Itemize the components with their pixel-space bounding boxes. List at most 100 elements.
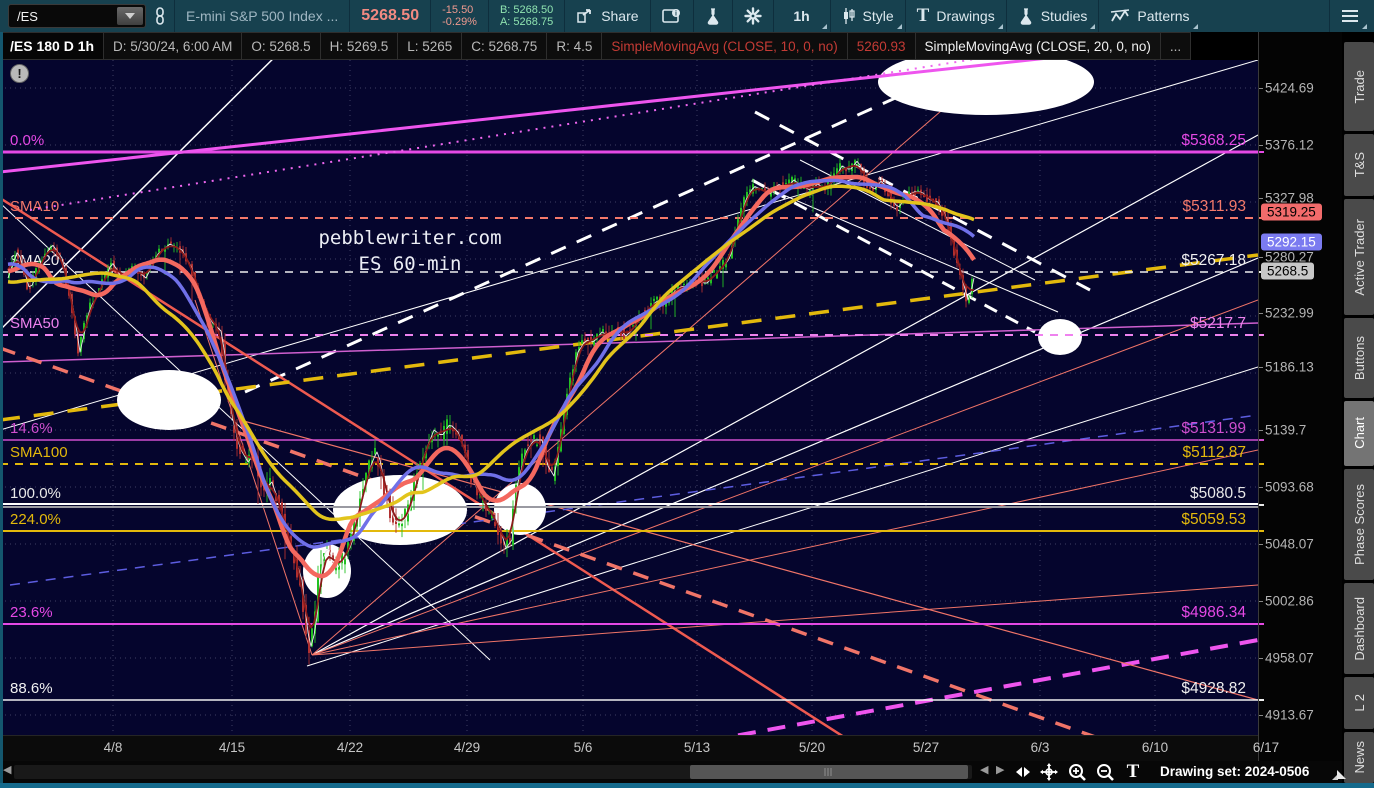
x-tick-label: 4/8 <box>103 740 123 755</box>
link-button[interactable] <box>146 0 174 32</box>
studies-button[interactable]: Studies <box>1005 0 1099 32</box>
y-tick-mark <box>1259 88 1263 89</box>
sidebar-tab-label: Chart <box>1351 417 1367 450</box>
y-tick-label: 5093.68 <box>1265 479 1314 495</box>
chart-scrollbar[interactable] <box>14 765 972 779</box>
settings-button[interactable] <box>731 0 773 32</box>
y-tick-label: 5002.86 <box>1265 593 1314 609</box>
scrollbar-thumb[interactable] <box>690 765 968 779</box>
news-panel-button[interactable]: i <box>649 0 693 32</box>
zoom-out-button[interactable] <box>1094 762 1116 782</box>
highlight-ellipse-drawing[interactable] <box>494 483 546 535</box>
highlight-ellipse-drawing[interactable] <box>333 475 467 545</box>
sidebar-tab-dashboard[interactable]: Dashboard <box>1344 582 1374 674</box>
share-button[interactable]: Share <box>564 0 649 32</box>
trendline-drawing[interactable] <box>311 299 1258 656</box>
trendline-drawing[interactable] <box>244 32 1090 394</box>
level-label-left: 14.6% <box>10 420 53 437</box>
price-badge: 5319.25 <box>1261 203 1322 221</box>
dropdown-corner-icon <box>997 24 1003 29</box>
text-tool-button[interactable]: T <box>1126 761 1140 782</box>
sma20-study-chip[interactable]: SimpleMovingAvg (CLOSE, 20, 0, no) <box>915 32 1161 60</box>
trendline-drawing[interactable] <box>754 110 1091 292</box>
level-label-left: SMA100 <box>10 444 68 461</box>
price-change: -15.50 -0.29% <box>430 0 488 32</box>
more-studies-chip[interactable]: ... <box>1160 32 1192 60</box>
trendline-drawing[interactable] <box>311 449 1258 656</box>
pan-button[interactable] <box>1038 762 1060 782</box>
trendline-drawing[interactable] <box>759 184 1059 313</box>
zoom-out-icon <box>1096 763 1114 781</box>
chart-menu-button[interactable] <box>1329 0 1370 32</box>
patterns-icon <box>1111 9 1130 22</box>
ohlc-field: C: 5268.75 <box>462 32 548 60</box>
bid-value: B: 5268.50 <box>499 4 554 16</box>
trendline-drawing[interactable] <box>751 178 1036 334</box>
sidebar-tab-phase-scores[interactable]: Phase Scores <box>1344 468 1374 580</box>
drawings-button[interactable]: T Drawings <box>904 0 1006 32</box>
level-label-left: SMA10 <box>10 198 59 215</box>
candlestick-icon <box>843 8 855 24</box>
style-button[interactable]: Style <box>829 0 905 32</box>
level-label-right: $5368.25 <box>1181 132 1246 149</box>
level-tick-mark <box>1259 463 1264 465</box>
trendline-drawing[interactable] <box>0 46 1141 174</box>
symbol-description: E-mini S&P 500 Index ... <box>174 0 349 32</box>
dropdown-corner-icon <box>1362 24 1367 29</box>
trendline-drawing[interactable] <box>311 59 1001 656</box>
sma10-study-chip[interactable]: SimpleMovingAvg (CLOSE, 10, 0, no) <box>602 32 848 60</box>
sidebar-tab-news[interactable]: News <box>1344 731 1374 783</box>
sidebar-tab-active-trader[interactable]: Active Trader <box>1344 198 1374 316</box>
trendline-drawing[interactable] <box>9 414 1258 586</box>
sidebar-tab-chart[interactable]: Chart <box>1344 400 1374 466</box>
sidebar-tab-l-2[interactable]: L 2 <box>1344 677 1374 729</box>
sidebar-tab-trade[interactable]: Trade <box>1344 42 1374 132</box>
symbol-input[interactable]: /ES <box>8 4 146 28</box>
patterns-button[interactable]: Patterns <box>1098 0 1200 32</box>
window-border-left <box>0 32 3 783</box>
highlight-ellipse-drawing[interactable] <box>117 370 221 430</box>
symbol-text: /ES <box>17 8 38 24</box>
x-tick-label: 5/6 <box>573 740 593 755</box>
fit-width-button[interactable] <box>1012 762 1034 782</box>
dropdown-corner-icon <box>896 24 902 29</box>
y-tick-label: 5048.07 <box>1265 536 1314 552</box>
dropdown-corner-icon <box>1090 24 1096 29</box>
trendline-drawing[interactable] <box>311 584 1258 656</box>
sidebar-tab-label: Buttons <box>1351 335 1367 381</box>
resize-handle-icon[interactable] <box>1337 770 1346 779</box>
window-border-bottom <box>0 783 1374 788</box>
bid-ask: B: 5268.50 A: 5268.75 <box>487 0 564 32</box>
sidebar-tab-buttons[interactable]: Buttons <box>1344 318 1374 398</box>
highlight-ellipse-drawing[interactable] <box>1038 319 1082 355</box>
symbol-dropdown-button[interactable] <box>117 7 143 25</box>
trendline-drawing[interactable] <box>0 59 1258 431</box>
chart-title: /ES 180 D 1h <box>0 32 105 60</box>
trendline-drawing[interactable] <box>311 257 1258 656</box>
watermark: pebblewriter.com ES 60-min <box>295 225 525 277</box>
step-left-icon[interactable]: ◀ <box>980 764 989 776</box>
price-axis[interactable]: 5424.69 5376.12 5327.98 5280.27 5232.99 5186.… <box>1258 32 1343 761</box>
zoom-in-button[interactable] <box>1066 762 1088 782</box>
trendline-drawing[interactable] <box>306 366 1258 667</box>
alert-icon[interactable]: ! <box>10 64 29 83</box>
sidebar-tab-t-s[interactable]: T&S <box>1344 134 1374 196</box>
level-label-left: SMA50 <box>10 315 59 332</box>
y-tick-mark <box>1259 257 1263 258</box>
scroll-left-icon[interactable]: ◀ <box>3 764 12 776</box>
trendline-drawing[interactable] <box>194 299 313 656</box>
trendline-drawing[interactable] <box>311 134 1258 656</box>
timeframe-button[interactable]: 1h <box>772 0 830 32</box>
analyze-button[interactable] <box>692 0 732 32</box>
time-axis[interactable]: 4/8 4/15 4/22 4/29 5/6 5/13 5/20 5/27 6/3 6/10 6/1… <box>0 735 1279 762</box>
drawing-set-label[interactable]: Drawing set: 2024-0506 <box>1160 764 1310 779</box>
chart-header: /ES 180 D 1h D: 5/30/24, 6:00 AM O: 5268.5… <box>0 32 1258 60</box>
y-tick-mark <box>1259 313 1263 314</box>
last-price: 5268.50 <box>349 0 430 32</box>
trendline-drawing[interactable] <box>0 32 301 331</box>
step-right-icon[interactable]: ▶ <box>996 764 1005 776</box>
trendline-drawing[interactable] <box>620 638 1258 735</box>
sidebar-tab-label: News <box>1351 740 1367 774</box>
